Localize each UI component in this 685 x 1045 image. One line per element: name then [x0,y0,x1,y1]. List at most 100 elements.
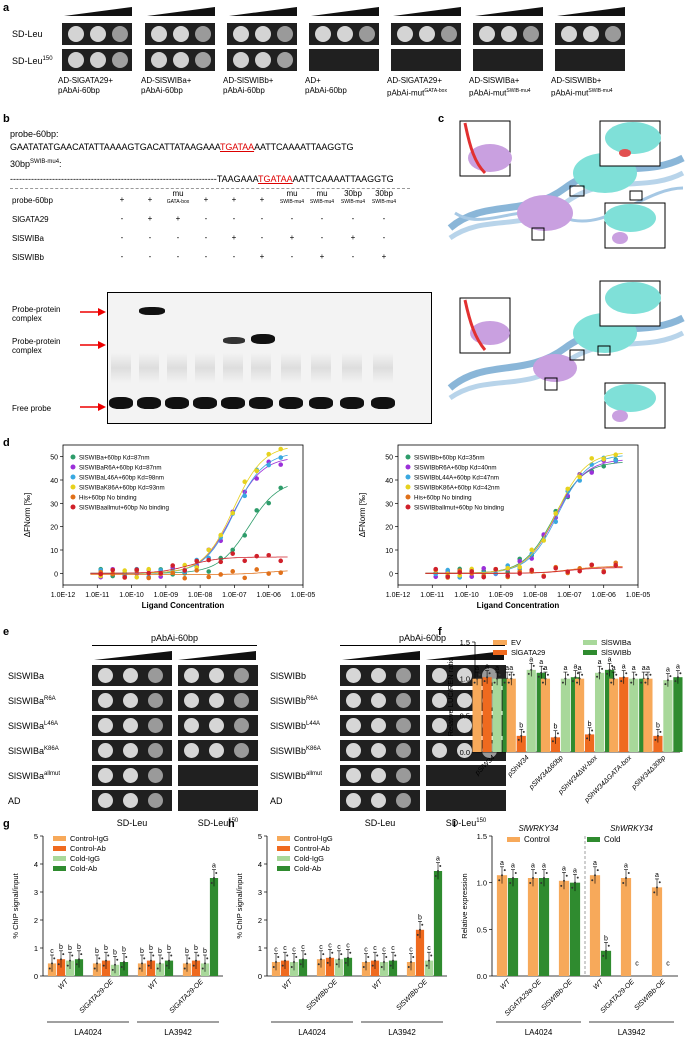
replicate-point [532,664,535,667]
significance-letter: b [149,945,153,952]
data-point [254,476,260,481]
data-point [589,562,595,568]
replicate-point [679,672,682,675]
replicate-point [383,961,385,963]
data-point [194,558,200,564]
category-label: SlSWIBb-OE [395,978,429,1012]
row-label: SlSWIBa [12,234,45,243]
data-point [529,556,535,561]
strain-label: SlSWIBaL46A [8,721,59,731]
significance-letter: a [642,665,646,672]
yeast-colony [457,668,472,683]
replicate-point [80,953,83,956]
data-point [218,559,224,565]
data-point [110,571,116,577]
replicate-point [658,881,661,884]
category-label: WT [592,978,605,991]
replicate-point [416,933,419,936]
replicate-point [407,966,410,969]
data-point [613,452,619,458]
bar [415,929,425,976]
bar [472,678,482,752]
data-point [278,462,284,467]
y-tick-label: 1.0 [460,675,470,684]
significance-letter: a [608,656,612,663]
bar [550,737,561,752]
yeast-colony [98,668,113,683]
yeast-colony [346,693,361,708]
replicate-point [556,732,559,735]
replicate-point [161,957,164,960]
legend-label: SlSWIBbR6A+60bp Kd=40nm [414,465,497,472]
yeast-spot-row [227,23,297,45]
dilution-wedge [557,4,625,16]
replicate-point [645,673,648,676]
replicate-point [425,964,428,967]
significance-letter: b [158,948,162,955]
table-cell: mu SWIB-mu4 [309,189,335,206]
significance-letter: c [274,947,278,954]
y-tick-label: 40 [50,478,58,485]
replicate-point [302,958,304,961]
replicate-point [574,881,576,884]
data-point [182,568,188,573]
data-point [601,463,607,469]
table-cell: + [289,233,295,242]
replicate-point [168,959,170,962]
bar [594,672,605,752]
yeast-colony [561,26,577,42]
data-point [589,470,595,475]
mut-label: 30bpSWIB-mu4: [10,159,62,169]
significance-letter: a [436,856,440,863]
replicate-point [349,951,352,954]
smear [281,353,301,383]
column-label: AD-SlSWIBa+ pAbAi-60bp [141,76,192,95]
table-cell: - [120,233,124,242]
replicate-point [367,955,370,958]
significance-letter: a [655,872,659,879]
significance-letter: b [656,722,660,729]
significance-letter: b [604,935,608,942]
arrow-icon [98,308,106,316]
replicate-point [483,680,486,683]
strain-label: SlSWIBaK86A [8,746,59,756]
yeast-colony [605,26,621,42]
bar [433,871,443,976]
bar [527,878,539,976]
yeast-colony [396,793,411,808]
data-point [577,568,583,574]
replicate-point [607,944,610,947]
yeast-colony [184,718,199,733]
replicate-point [656,734,659,737]
replicate-point [156,967,159,970]
free-probe-band [221,397,245,409]
significance-letter: c [635,961,639,968]
x-tick-label: 1.0E-08 [523,592,548,599]
replicate-point [606,672,609,675]
table-cell: - [290,252,294,261]
category-label: WT [371,978,384,991]
category-label: WT [57,978,70,991]
replicate-point [540,882,543,885]
smear [311,353,331,383]
yeast-colony [419,26,435,42]
data-point [170,570,176,576]
x-axis-label: Ligand Concentration [477,601,560,610]
smear [139,353,159,383]
yeast-colony [123,793,138,808]
significance-letter: a [573,867,577,874]
yeast-colony [123,718,138,733]
yeast-colony [277,52,293,68]
replicate-point [138,967,141,970]
replicate-point [544,677,547,680]
yeast-spot-row [145,49,215,71]
legend-label: His+60bp No binding [414,495,472,502]
table-cell: + [381,252,387,261]
replicate-point [503,681,506,684]
gel-arrows [80,308,106,411]
replicate-point [640,681,643,684]
data-point [445,574,451,579]
yeast-colony [209,718,224,733]
